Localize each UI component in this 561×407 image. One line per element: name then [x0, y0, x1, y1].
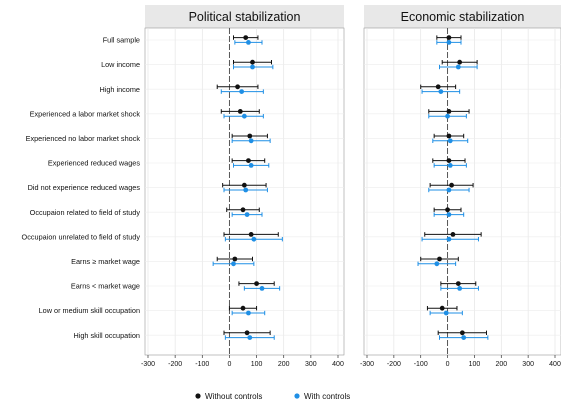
with-controls-point: [461, 335, 467, 340]
x-tick-label: 100: [251, 361, 263, 368]
with-controls-point: [246, 40, 251, 45]
panel-political-stabilization: Political stabilization -300 -200 -100 0 100 2…: [141, 5, 345, 368]
without-controls-point: [232, 256, 238, 262]
with-controls-point: [446, 236, 452, 242]
panel-economic-stabilization: Economic stabilization -300 -200 -100 0 100 20…: [360, 5, 561, 368]
with-controls-point: [447, 163, 453, 168]
with-controls-point: [247, 335, 253, 340]
x-tick-label: 200: [278, 361, 290, 368]
without-controls-point: [445, 207, 450, 213]
without-controls-point: [240, 305, 246, 311]
x-tick-label: 400: [332, 361, 344, 368]
with-controls-point: [259, 286, 265, 291]
x-tick-label: 100: [469, 361, 481, 368]
without-controls-point: [446, 133, 452, 139]
with-controls-point: [434, 261, 440, 267]
legend-without-controls-label: Without controls: [205, 392, 262, 401]
panel-title-strip: [145, 5, 344, 28]
without-controls-point: [250, 59, 255, 65]
row-labels: Full sample Low income High income Experien…: [22, 36, 141, 340]
with-controls-point: [231, 261, 236, 267]
without-controls-point: [457, 59, 463, 65]
with-controls-point: [246, 310, 251, 316]
without-controls-point: [237, 109, 243, 114]
without-controls-point: [244, 330, 250, 336]
panel-title: Political stabilization: [189, 10, 301, 24]
x-tick-label: -100: [414, 361, 428, 368]
without-controls-point: [240, 207, 246, 213]
x-tick-label: 400: [549, 361, 561, 368]
row-label: Full sample: [103, 36, 140, 45]
x-tick-label: -100: [195, 361, 209, 368]
x-tick-label: 0: [446, 361, 450, 368]
x-tick-label: 300: [522, 361, 534, 368]
with-controls-point: [243, 187, 249, 193]
x-tick-label: -300: [141, 361, 155, 368]
legend: Without controls With controls: [195, 392, 350, 401]
row-label: Earns ≥ market wage: [71, 257, 140, 266]
row-label: Low income: [101, 60, 140, 69]
panel-title: Economic stabilization: [401, 10, 525, 24]
without-controls-point: [241, 182, 247, 188]
with-controls-point: [447, 138, 453, 144]
without-controls-point: [435, 84, 441, 90]
without-controls-point: [446, 35, 452, 40]
without-controls-point: [254, 281, 259, 286]
x-tick-label: -200: [387, 361, 401, 368]
without-controls-point: [455, 281, 461, 286]
row-label: High skill occupation: [73, 331, 140, 340]
with-controls-point: [248, 163, 254, 168]
legend-with-controls-label: With controls: [304, 392, 350, 401]
with-controls-point: [251, 236, 257, 242]
with-controls-point: [438, 89, 444, 94]
without-controls-point: [450, 232, 456, 237]
row-label: Experienced reduced wages: [48, 159, 140, 168]
with-controls-point: [443, 310, 449, 316]
row-label: Earns < market wage: [71, 282, 140, 291]
x-tick-label: 300: [305, 361, 317, 368]
without-controls-point: [247, 133, 253, 139]
with-controls-point: [446, 212, 452, 218]
without-controls-point: [246, 158, 251, 164]
row-label: Occupaion unrelated to field of study: [22, 232, 141, 241]
legend-without-controls-marker: [195, 393, 201, 399]
without-controls-point: [248, 232, 254, 237]
without-controls-point: [449, 182, 454, 188]
x-tick-label: -300: [360, 361, 374, 368]
x-tick-label: -200: [168, 361, 182, 368]
without-controls-point: [439, 305, 445, 311]
row-label: High income: [99, 85, 140, 94]
with-controls-point: [445, 113, 450, 119]
without-controls-point: [437, 256, 442, 262]
row-label: Did not experience reduced wages: [28, 183, 141, 192]
with-controls-point: [244, 212, 250, 218]
with-controls-point: [239, 89, 245, 94]
panel-title-strip: [364, 5, 561, 28]
with-controls-point: [250, 64, 255, 70]
without-controls-point: [459, 330, 465, 336]
with-controls-point: [248, 138, 254, 144]
with-controls-point: [457, 286, 463, 291]
row-label: Low or medium skill occupation: [39, 306, 140, 315]
with-controls-point: [446, 40, 452, 45]
row-label: Experienced no labor market shock: [26, 134, 141, 143]
without-controls-point: [446, 158, 452, 164]
with-controls-point: [241, 113, 247, 119]
with-controls-point: [455, 64, 461, 70]
with-controls-point: [446, 187, 452, 193]
row-label: Experienced a labor market shock: [30, 109, 141, 118]
x-tick-label: 200: [495, 361, 507, 368]
without-controls-point: [235, 84, 240, 90]
without-controls-point: [243, 35, 249, 40]
x-tick-label: 0: [227, 361, 231, 368]
row-label: Occupaion related to field of study: [30, 208, 141, 217]
without-controls-point: [446, 109, 452, 114]
legend-with-controls-marker: [294, 393, 300, 399]
